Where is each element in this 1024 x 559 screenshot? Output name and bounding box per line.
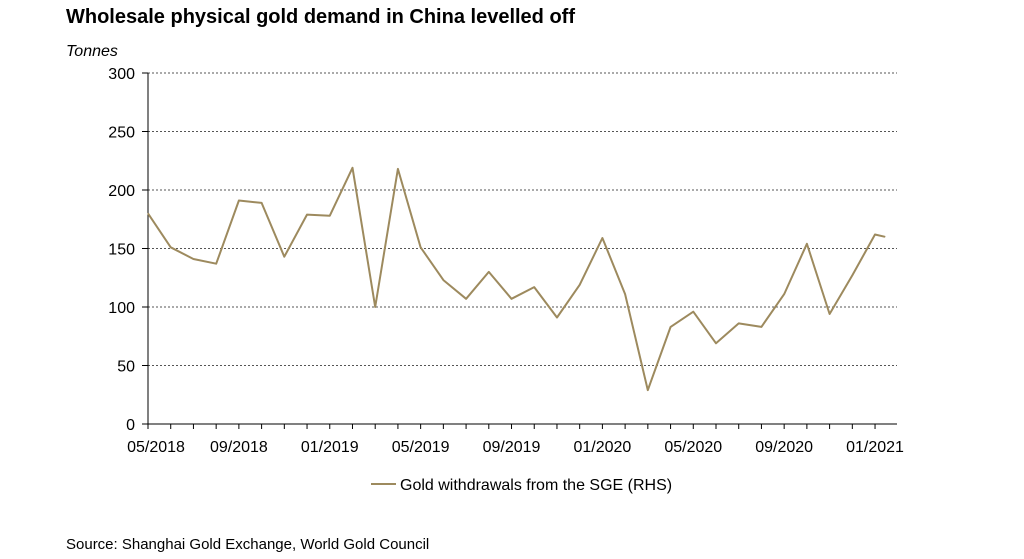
data-point — [351, 167, 353, 169]
data-point — [884, 236, 886, 238]
y-tick-label: 200 — [108, 183, 135, 200]
data-point — [851, 274, 853, 276]
data-point — [511, 298, 513, 300]
y-tick-label: 50 — [117, 359, 135, 376]
x-tick-label: 05/2018 — [127, 439, 185, 456]
data-point — [488, 271, 490, 273]
data-point — [533, 286, 535, 288]
x-tick-label: 01/2019 — [301, 439, 359, 456]
data-point — [692, 311, 694, 313]
data-point — [829, 313, 831, 315]
data-point — [374, 306, 376, 308]
data-point — [397, 168, 399, 170]
data-point — [647, 389, 649, 391]
data-point — [261, 202, 263, 204]
data-point — [147, 212, 149, 214]
series-line-sge-withdrawals — [147, 166, 886, 392]
data-point — [329, 215, 331, 217]
y-axis-unit-label: Tonnes — [66, 43, 118, 60]
data-point — [556, 317, 558, 319]
source-note: Source: Shanghai Gold Exchange, World Go… — [66, 536, 430, 553]
data-point — [442, 279, 444, 281]
data-point — [420, 246, 422, 248]
x-tick-label: 01/2020 — [573, 439, 631, 456]
data-point — [806, 243, 808, 245]
data-point — [715, 342, 717, 344]
x-tick-label: 05/2019 — [392, 439, 450, 456]
x-tick-label: 09/2018 — [210, 439, 268, 456]
y-tick-label: 150 — [108, 242, 135, 259]
data-point — [601, 237, 603, 239]
data-point — [465, 298, 467, 300]
y-tick-label: 250 — [108, 125, 135, 142]
data-point — [238, 200, 240, 202]
y-tick-label: 300 — [108, 66, 135, 83]
x-tick-label: 05/2020 — [664, 439, 722, 456]
chart-title: Wholesale physical gold demand in China … — [66, 6, 575, 28]
data-point — [283, 256, 285, 258]
y-tick-label: 100 — [108, 300, 135, 317]
x-tick-label: 01/2021 — [846, 439, 904, 456]
data-point — [579, 284, 581, 286]
data-point — [783, 293, 785, 295]
x-tick-label: 09/2019 — [483, 439, 541, 456]
data-point — [874, 233, 876, 235]
data-point — [624, 293, 626, 295]
data-point — [760, 326, 762, 328]
x-tick-label: 09/2020 — [755, 439, 813, 456]
legend-label: Gold withdrawals from the SGE (RHS) — [400, 477, 672, 494]
data-point — [215, 263, 217, 265]
data-point — [170, 246, 172, 248]
data-point — [738, 322, 740, 324]
data-point — [670, 326, 672, 328]
y-tick-label: 0 — [126, 417, 135, 434]
data-point — [306, 214, 308, 216]
data-point — [192, 258, 194, 260]
